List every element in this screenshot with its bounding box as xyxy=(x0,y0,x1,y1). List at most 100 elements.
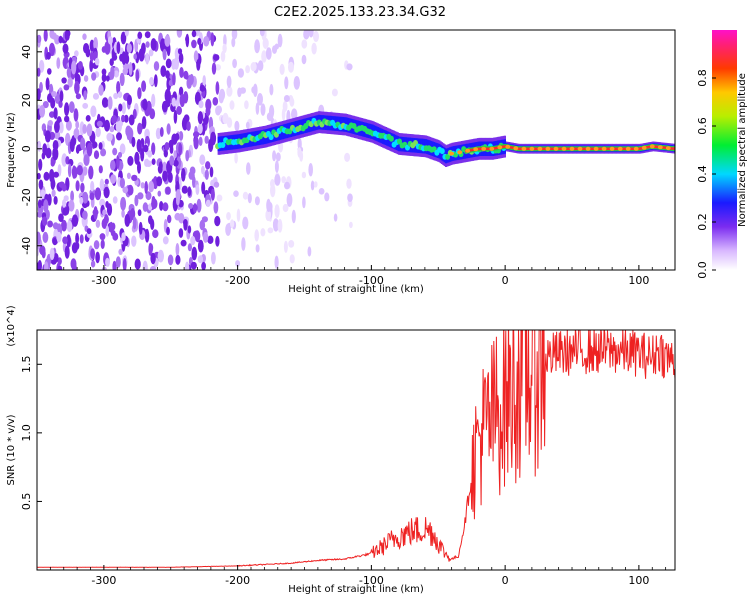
spectrogram-cell xyxy=(74,80,80,95)
spectrogram-cell xyxy=(301,39,308,49)
snr-x-axis-label: Height of straight line (km) xyxy=(288,584,424,595)
spectrogram-cell xyxy=(191,246,198,261)
spectrogram-cell xyxy=(110,174,117,184)
spectrogram-cell xyxy=(148,49,154,57)
spectrogram-cell xyxy=(119,53,124,62)
spectrogram-cell xyxy=(162,236,169,245)
spectrogram-cell xyxy=(90,248,95,259)
spectrogram-cell xyxy=(158,161,163,171)
spectrogram-cell xyxy=(90,260,96,268)
spectrogram-cell xyxy=(44,261,49,270)
spectrogram-cell xyxy=(190,261,197,270)
spectrogram-cell xyxy=(204,169,209,180)
band-mid xyxy=(280,125,283,140)
spectrogram-cell xyxy=(88,165,94,180)
spectrogram-cell xyxy=(213,201,219,214)
spectrogram-cell xyxy=(236,208,241,222)
spectrogram-cell xyxy=(178,86,184,97)
spectrogram-cell xyxy=(147,203,153,211)
spectrogram-cell xyxy=(112,260,117,270)
spectrogram-cell xyxy=(113,92,119,100)
spectrogram-cell xyxy=(37,211,43,218)
spectrogram-cell xyxy=(288,240,295,248)
spectrogram-cell xyxy=(38,59,45,73)
spectrogram-cell xyxy=(43,30,48,42)
spectrogram-cell xyxy=(64,245,70,259)
spectrogram-cell xyxy=(100,148,107,157)
spectrogram-cell xyxy=(37,67,41,77)
spectrogram-cell xyxy=(134,194,139,207)
spectrogram-cell xyxy=(52,222,59,230)
spectrogram-cell xyxy=(91,72,97,81)
spectrogram-cell xyxy=(115,121,122,133)
spectrogram-cell xyxy=(53,196,58,205)
spectrogram-cell xyxy=(74,50,79,57)
x-tick-label: 100 xyxy=(628,574,649,587)
spectrogram-cell xyxy=(246,162,251,175)
spectrogram-cell xyxy=(103,186,110,199)
y-tick-label: 40 xyxy=(20,45,33,59)
spectrogram-cell xyxy=(144,228,150,243)
spectrogram-cell xyxy=(259,30,265,37)
spectrogram-cell xyxy=(153,74,158,88)
spectrogram-cell xyxy=(71,165,77,179)
spectrogram-cell xyxy=(215,235,220,247)
spectrogram-cell xyxy=(171,58,177,70)
spectrogram-cell xyxy=(144,158,150,167)
spectrogram-cell xyxy=(94,57,100,66)
spectrogram-cell xyxy=(82,166,88,176)
spectrogram-cell xyxy=(210,188,215,201)
spectrogram-cell xyxy=(135,69,140,82)
spectrogram-cell xyxy=(239,87,246,94)
spectrogram-cell xyxy=(127,155,134,166)
spectrogram-cell xyxy=(49,111,55,118)
spectrogram-cell xyxy=(183,70,189,80)
spectrogram-cell xyxy=(169,155,175,166)
spectrogram-cell xyxy=(203,36,210,47)
band-peak-dot xyxy=(537,146,543,151)
spectrogram-cell xyxy=(62,236,68,244)
spectrogram-cell xyxy=(269,83,274,96)
band-peak-dot xyxy=(529,146,535,151)
spectrogram-cell xyxy=(165,58,172,69)
spectrogram-cell xyxy=(119,177,125,189)
spectrogram-cell xyxy=(71,60,77,75)
y-tick-label: 1.5 xyxy=(20,356,33,374)
band-peak-dot xyxy=(497,145,503,150)
colorbar-tick-label: 0.4 xyxy=(696,165,709,183)
spectrogram-cell xyxy=(331,88,338,97)
spectrogram-cell xyxy=(138,221,143,235)
spectrogram-cell xyxy=(171,97,176,107)
spectrogram-cell xyxy=(199,219,206,231)
spectrogram-cell xyxy=(255,244,260,253)
spectrogram-cell xyxy=(162,170,168,182)
spectrogram-cell xyxy=(38,158,43,171)
spectrogram-cell xyxy=(215,105,221,116)
spectrogram-cell xyxy=(42,216,48,226)
spectrogram-cell xyxy=(98,142,103,150)
spectrogram-cell xyxy=(145,191,152,201)
x-tick-label: 0 xyxy=(502,574,509,587)
spectrogram-cell xyxy=(281,176,287,184)
spectrogram-cell xyxy=(140,182,145,189)
spectrogram-cell xyxy=(344,152,351,162)
spectrogram-cell xyxy=(226,212,231,221)
spectrogram-cell xyxy=(205,161,211,170)
spectrogram-cell xyxy=(205,199,211,207)
spectrogram-cell xyxy=(68,101,75,113)
spectrogram-cell xyxy=(207,235,214,244)
spectrogram-cell xyxy=(57,257,62,265)
spectrogram-cell xyxy=(297,137,302,151)
spectrogram-cell xyxy=(198,136,203,146)
spectrogram-cell xyxy=(254,39,260,54)
spectrogram-cell xyxy=(105,257,110,267)
spectrogram-cell xyxy=(64,102,70,117)
spectrogram-cell xyxy=(151,198,158,210)
spectrogram-cell xyxy=(37,140,42,152)
band-peak-dot xyxy=(641,145,647,150)
spectrogram-cell xyxy=(152,229,159,239)
spectrogram-cell xyxy=(210,131,217,146)
spectrogram-cell xyxy=(178,142,183,156)
band-peak-dot xyxy=(609,146,615,151)
